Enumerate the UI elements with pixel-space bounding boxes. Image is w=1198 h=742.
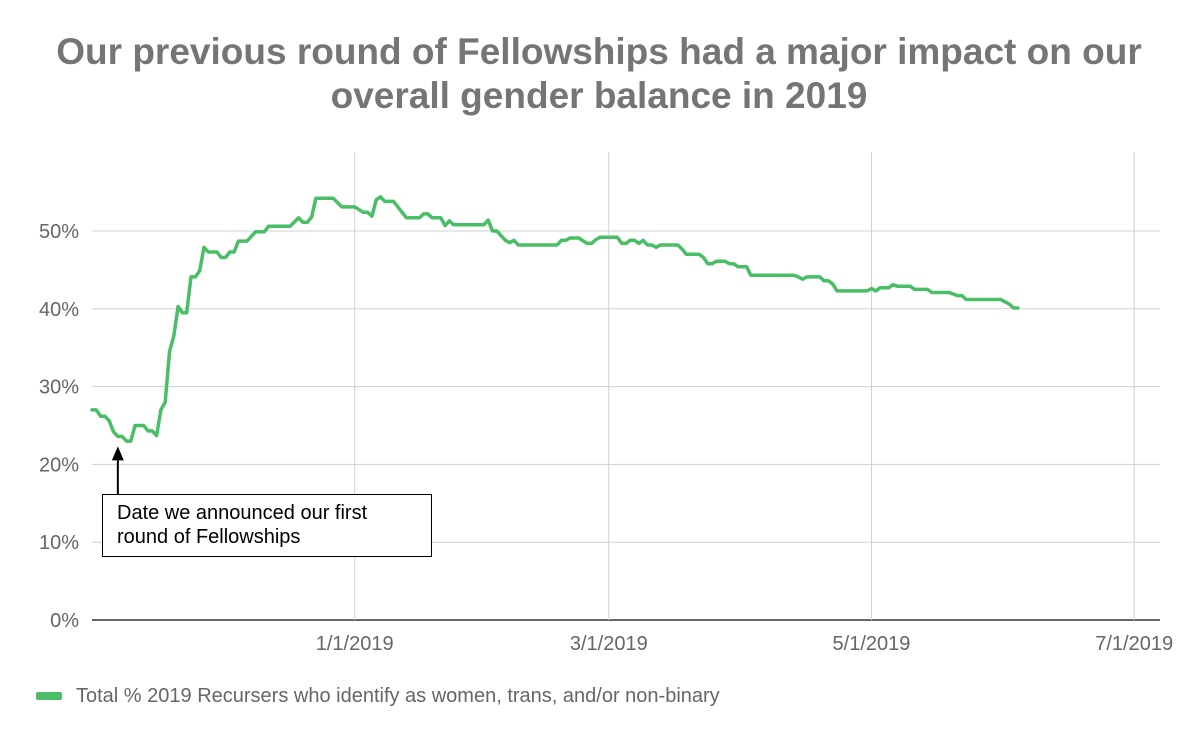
legend-swatch: [36, 692, 62, 700]
y-tick-label: 50%: [39, 221, 79, 243]
x-tick-label: 5/1/2019: [833, 633, 911, 655]
chart-title-line-2: overall gender balance in 2019: [330, 75, 868, 116]
x-tick-label: 1/1/2019: [316, 633, 394, 655]
annotation-arrow: [111, 446, 124, 494]
y-tick-label: 0%: [50, 610, 79, 632]
annotation-line-2: round of Fellowships: [117, 526, 301, 548]
series-layer: [90, 195, 1020, 443]
legend: Total % 2019 Recursers who identify as w…: [36, 683, 720, 709]
x-tick-label: 7/1/2019: [1095, 633, 1173, 655]
annotation-box: Date we announced our first round of Fel…: [102, 494, 432, 557]
annotation-arrow-head: [111, 446, 124, 461]
series-line: [90, 195, 1020, 443]
tick-labels: 0% 10% 20% 30% 40% 50% 1/1/2019 3/1/2019 5/1/201…: [39, 221, 1173, 655]
y-tick-label: 40%: [39, 299, 79, 321]
annotation-line-1: Date we announced our first: [117, 502, 368, 524]
chart-title: Our previous round of Fellowships had a …: [0, 30, 1198, 118]
y-tick-label: 20%: [39, 454, 79, 476]
y-tick-label: 30%: [39, 377, 79, 399]
legend-label: Total % 2019 Recursers who identify as w…: [76, 684, 720, 707]
x-tick-label: 3/1/2019: [570, 633, 648, 655]
chart-title-line-1: Our previous round of Fellowships had a …: [56, 31, 1142, 72]
y-tick-label: 10%: [39, 532, 79, 554]
